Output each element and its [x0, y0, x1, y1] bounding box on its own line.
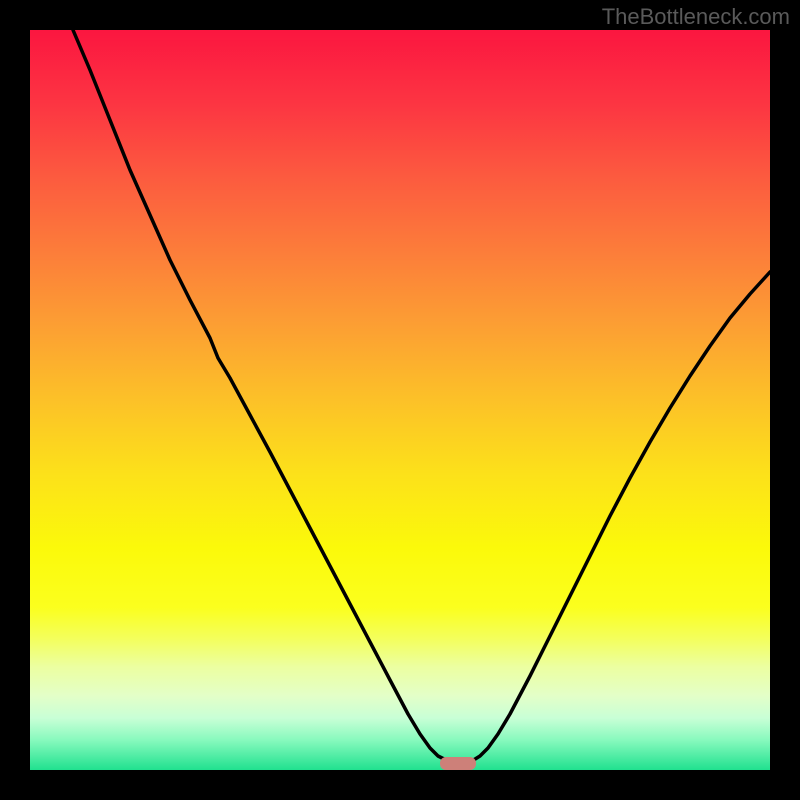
bottleneck-chart: TheBottleneck.com — [0, 0, 800, 800]
plot-background — [30, 30, 770, 770]
frame-left — [0, 0, 30, 800]
chart-svg — [0, 0, 800, 800]
optimum-marker — [440, 757, 476, 770]
frame-right — [770, 0, 800, 800]
frame-top — [0, 0, 800, 30]
frame-bottom — [0, 770, 800, 800]
